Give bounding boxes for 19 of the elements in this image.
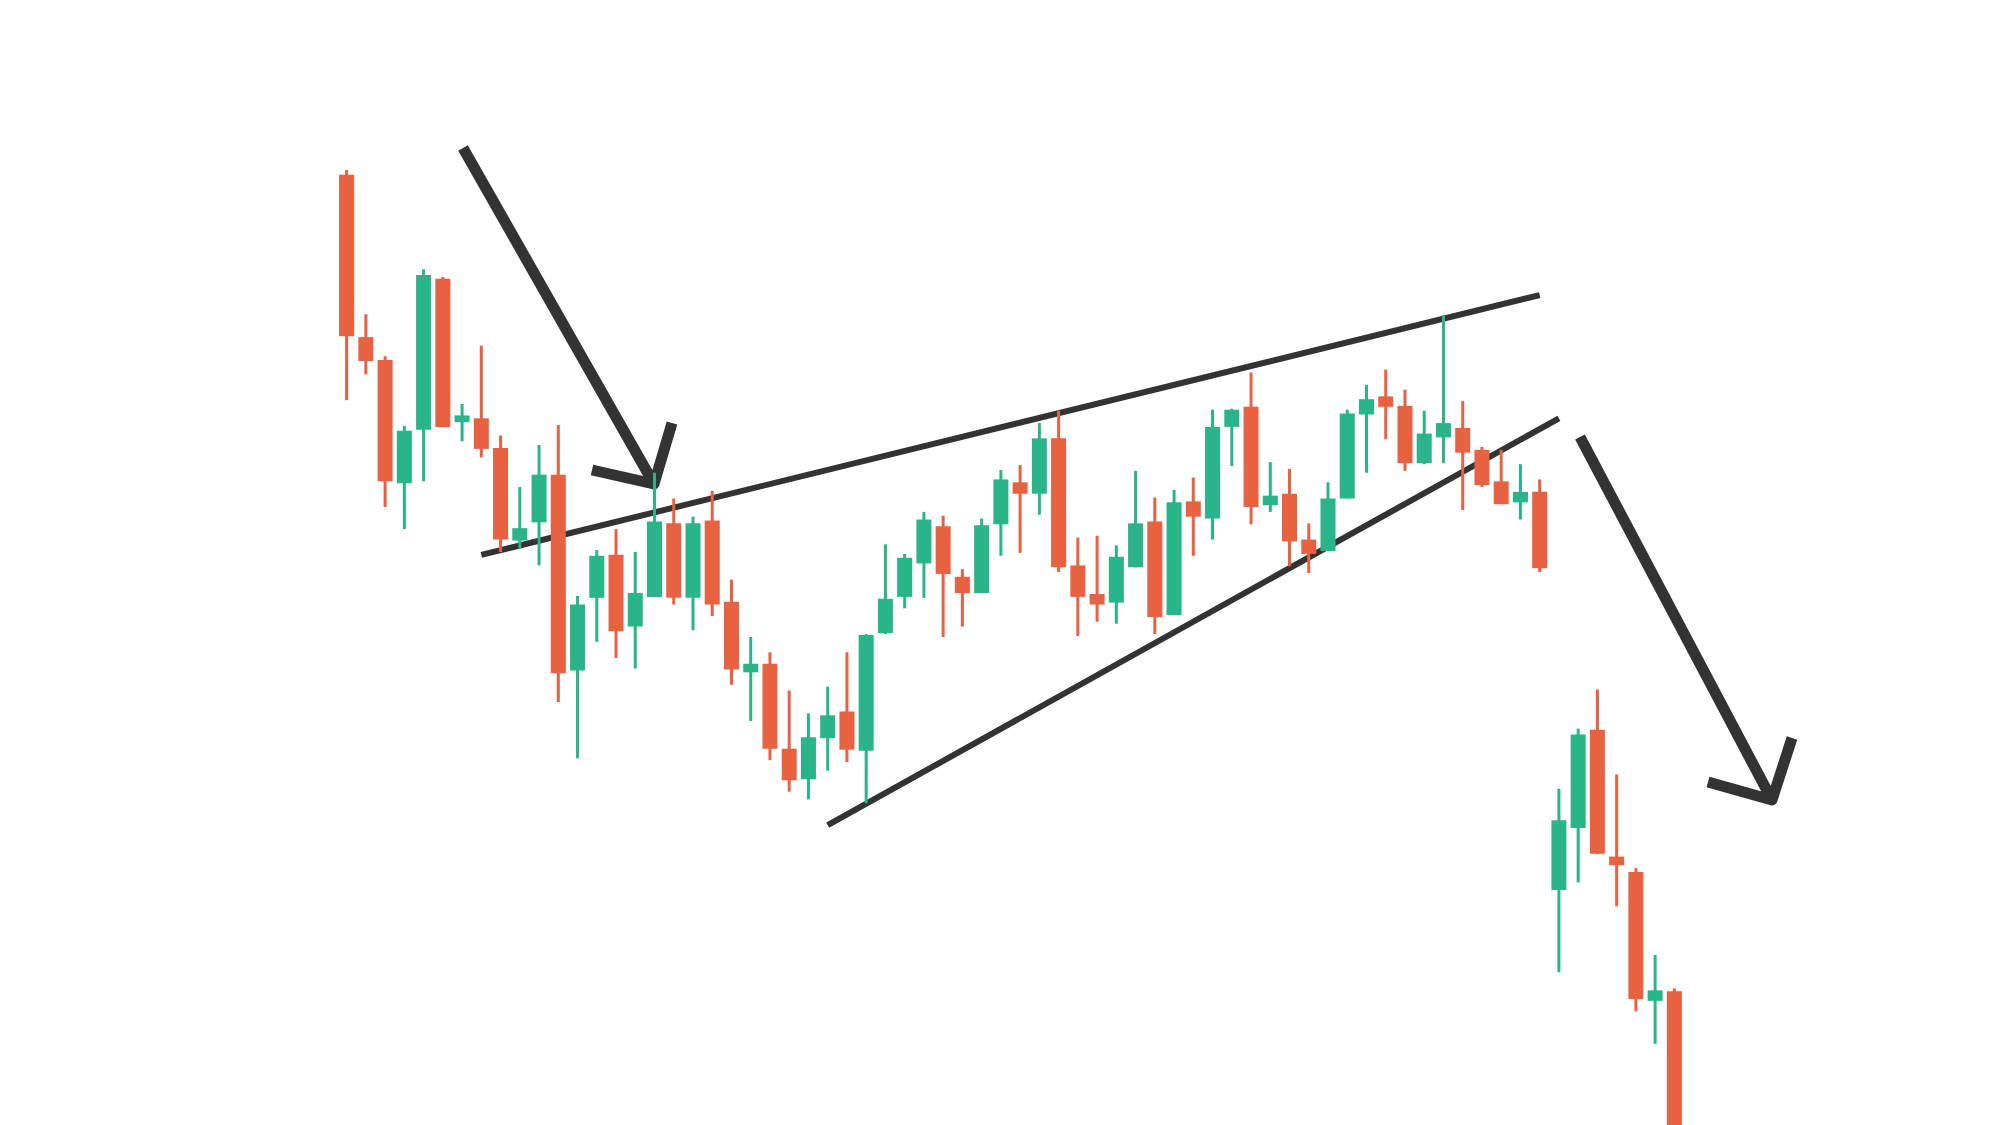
candlestick [1435, 315, 1451, 465]
candlestick [1647, 955, 1663, 1044]
candlestick [512, 487, 528, 550]
candlestick [454, 403, 470, 443]
candlestick [1301, 523, 1317, 574]
candlestick [1089, 534, 1105, 622]
candlestick [1185, 477, 1201, 556]
candlestick [1378, 369, 1394, 440]
candlestick [1224, 408, 1240, 468]
candlestick [358, 314, 374, 375]
candlestick [820, 686, 836, 771]
candlestick [1512, 464, 1528, 520]
candlestick [1609, 774, 1625, 907]
candlestick [1012, 465, 1028, 553]
candlestick [954, 569, 970, 627]
candlestick [1262, 462, 1278, 512]
candlestick [1358, 383, 1374, 473]
candlestick [743, 637, 759, 723]
candlestick [1493, 448, 1509, 505]
